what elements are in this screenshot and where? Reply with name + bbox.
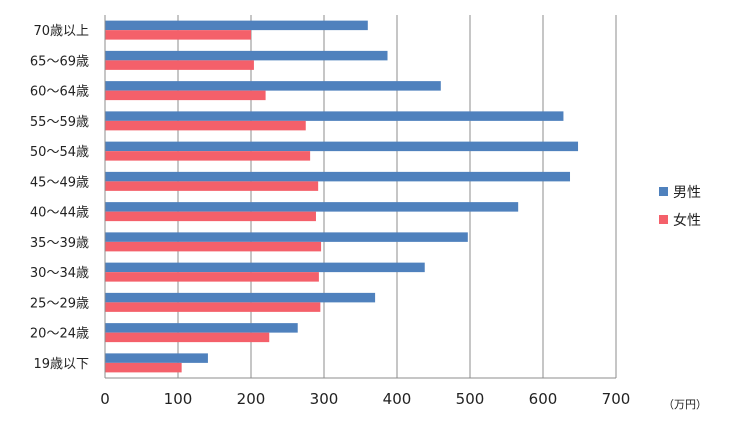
bar-female [105,241,322,252]
y-tick-label: 20〜24歳 [30,327,89,342]
y-tick-label: 25〜29歳 [30,296,89,311]
bars [105,20,579,373]
bar-female [105,120,306,131]
bar-female [105,30,251,40]
bar-male [105,232,468,242]
bar-male [105,171,571,182]
y-tick-label: 60〜64歳 [30,85,89,100]
x-tick-label: 0 [100,390,110,408]
legend-label-female: 女性 [673,212,701,229]
bar-female [105,90,266,101]
bar-male [105,323,298,333]
axes [104,15,616,379]
bar-female [105,302,321,312]
tick-labels: 0 100 200 300 400 500 600 700 70歳以上 65〜69歳 60〜64歳 5… [30,24,707,411]
y-tick-label: 19歳以下 [33,357,89,372]
bar-female [105,362,182,373]
x-tick-label: 400 [383,390,412,408]
bar-male [105,81,441,91]
x-tick-label: 200 [237,390,266,408]
bar-male [105,111,564,121]
unit-label: （万円） [663,398,707,411]
bar-male [105,353,208,363]
bar-male [105,141,579,152]
y-tick-label: 40〜44歳 [30,206,89,221]
x-tick-label: 300 [310,390,339,408]
y-tick-label: 55〜59歳 [30,115,89,130]
x-tick-label: 600 [529,390,558,408]
bar-female [105,151,311,161]
legend-swatch-female [659,215,668,224]
x-tick-label: 100 [164,390,193,408]
bar-female [105,272,319,282]
bar-male [105,262,425,273]
legend-label-male: 男性 [673,185,701,201]
y-tick-label: 70歳以上 [33,24,89,39]
y-tick-label: 35〜39歳 [30,236,89,251]
bar-male [105,50,388,61]
legend-swatch-male [659,187,668,196]
bar-male [105,202,519,212]
bar-female [105,60,254,70]
x-tick-label: 500 [456,390,485,408]
bar-female [105,181,319,191]
x-tick-label: 700 [602,390,631,408]
y-tick-label: 65〜69歳 [30,54,89,69]
bar-female [105,332,270,343]
y-tick-label: 30〜34歳 [30,266,89,281]
bar-male [105,20,368,31]
bar-female [105,211,316,222]
gridlines [177,15,617,378]
bar-male [105,292,376,303]
y-tick-label: 50〜54歳 [30,145,89,160]
y-tick-label: 45〜49歳 [30,175,89,190]
